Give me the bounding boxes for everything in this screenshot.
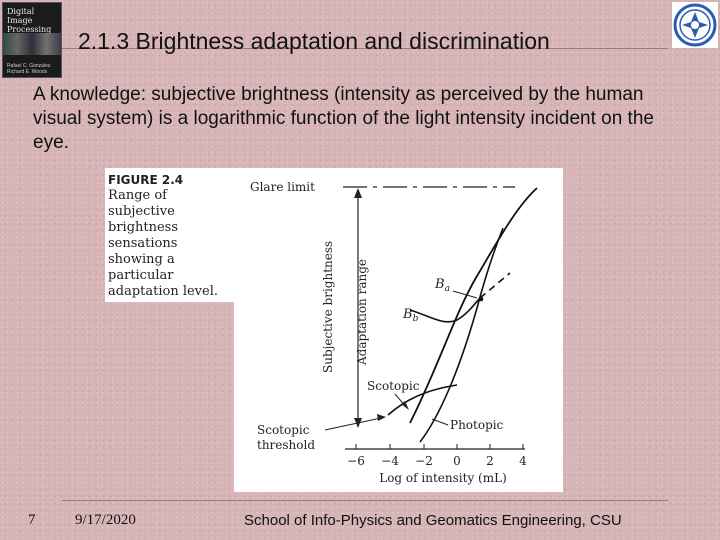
figure-caption-background	[105, 168, 235, 302]
bb-label: Bb	[402, 307, 419, 324]
x-tick-label: −6	[347, 454, 365, 468]
university-logo-icon	[672, 2, 718, 48]
ba-label: Ba	[434, 277, 450, 294]
slide-number: 7	[28, 512, 36, 528]
school-name: School of Info-Physics and Geomatics Eng…	[244, 512, 622, 529]
adaptation-arrow-top	[354, 188, 362, 198]
figure-caption-text: Range of subjective brightness sensation…	[108, 188, 219, 299]
scotopic-threshold-arrow	[377, 414, 386, 421]
scotopic-threshold-label-1: Scotopic	[257, 423, 310, 437]
scotopic-threshold-leader	[324, 417, 382, 431]
ba-point	[478, 296, 484, 302]
figure-2-4: FIGURE 2.4 Range of subjective brightnes…	[105, 168, 563, 492]
figure-diagram-background	[234, 168, 563, 492]
x-axis-ticks	[355, 444, 524, 449]
x-tick-label: −4	[381, 454, 399, 468]
figure-number: FIGURE 2.4	[108, 173, 184, 187]
y-axis-label: Subjective brightness	[321, 241, 335, 373]
curve-helper	[439, 208, 477, 321]
glare-limit-label: Glare limit	[250, 180, 315, 194]
adaptation-curve-dashed	[479, 272, 511, 299]
scotopic-label: Scotopic	[367, 379, 420, 393]
book-cover-thumbnail: Digital Image Processing Rafael C. Gonza…	[2, 2, 62, 78]
brightness-diagram: Glare limit Subjective brightness Adapta…	[250, 180, 538, 485]
x-tick-label: 4	[519, 454, 527, 468]
book-title: Digital Image Processing	[7, 7, 52, 34]
adaptation-range-label: Adaptation range	[355, 259, 369, 366]
photopic-label: Photopic	[450, 418, 504, 432]
cover-image-band	[3, 33, 61, 55]
scotopic-threshold-label-2: threshold	[257, 438, 315, 452]
header-divider	[62, 48, 668, 49]
footer-divider	[62, 500, 668, 501]
x-tick-label: −2	[415, 454, 433, 468]
x-tick-label: 0	[453, 454, 461, 468]
adaptation-curve	[409, 297, 481, 323]
scotopic-curve	[387, 384, 458, 416]
photopic-leader	[431, 418, 449, 426]
slide-body-text: A knowledge: subjective brightness (inte…	[33, 84, 654, 153]
lower-rising-curve	[419, 227, 504, 443]
ba-leader	[452, 290, 478, 299]
photopic-curve	[409, 187, 538, 424]
book-authors: Rafael C. Gonzalez Richard E. Woods	[7, 63, 51, 75]
x-tick-label: 2	[486, 454, 494, 468]
figure-caption: FIGURE 2.4 Range of subjective brightnes…	[108, 172, 236, 300]
slide-date: 9/17/2020	[75, 512, 136, 528]
slide-title: 2.1.3 Brightness adaptation and discrimi…	[78, 28, 550, 54]
scotopic-leader-arrow	[401, 401, 409, 410]
x-axis-label: Log of intensity (mL)	[379, 471, 507, 485]
